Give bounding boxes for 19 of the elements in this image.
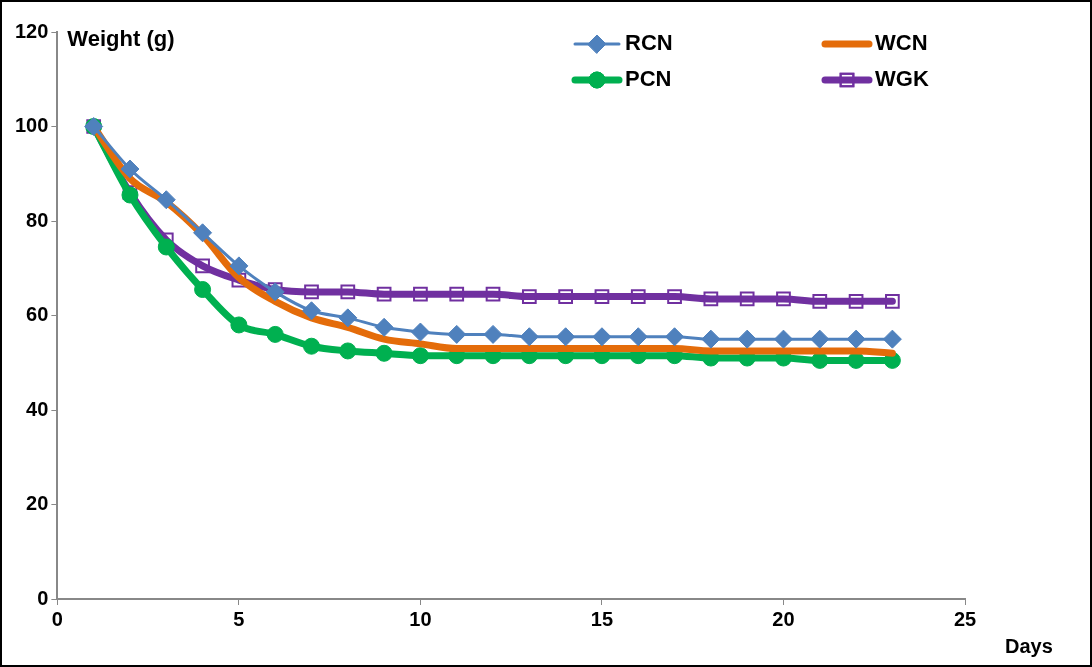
y-axis-title: Weight (g)	[67, 26, 175, 52]
y-tick-label: 80	[26, 208, 49, 231]
y-tick-label: 0	[37, 586, 49, 609]
y-tick-label: 120	[14, 19, 49, 42]
x-tick-label: 25	[953, 607, 977, 630]
legend-label: PCN	[625, 66, 672, 92]
x-tick-label: 5	[233, 607, 245, 630]
x-tick-label: 10	[409, 607, 432, 630]
x-tick-label: 0	[51, 607, 63, 630]
y-tick-label: 20	[26, 492, 49, 515]
x-tick-label: 20	[772, 607, 795, 630]
y-tick-label: 100	[14, 114, 49, 137]
x-axis-title: Days	[1005, 634, 1053, 657]
y-tick-label: 60	[26, 303, 49, 326]
legend-label: RCN	[625, 30, 673, 56]
x-tick-label: 15	[590, 607, 614, 630]
legend-label: WCN	[875, 30, 928, 56]
legend-label: WGK	[875, 66, 929, 92]
y-tick-label: 40	[26, 397, 49, 420]
